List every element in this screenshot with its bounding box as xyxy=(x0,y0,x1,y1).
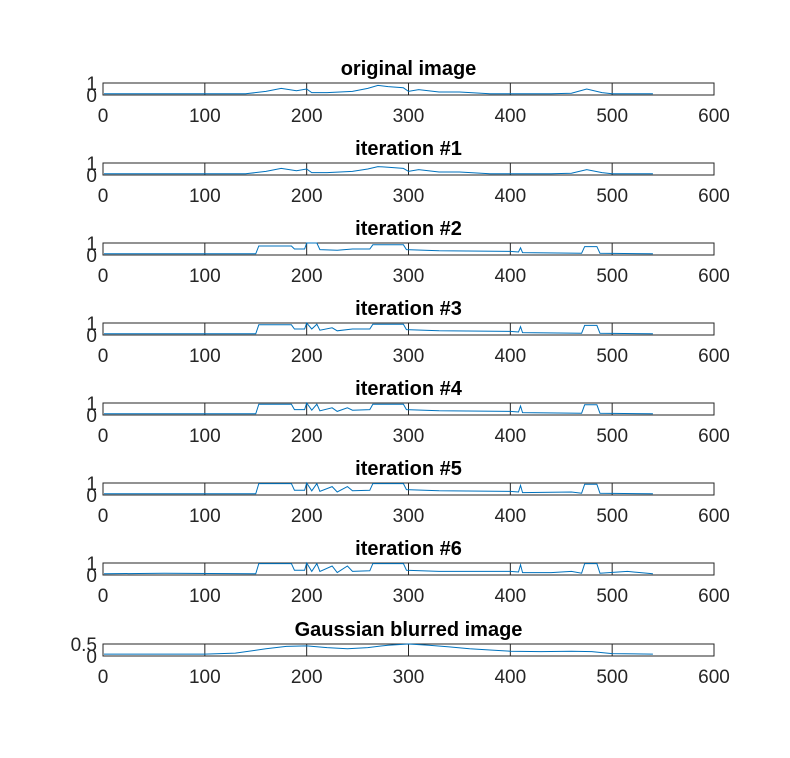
x-tick-label: 600 xyxy=(698,586,730,607)
x-tick-label: 200 xyxy=(291,186,323,207)
series-line xyxy=(104,322,653,335)
x-tick-label: 400 xyxy=(494,586,526,607)
series-line xyxy=(104,643,653,655)
x-tick-label: 600 xyxy=(698,506,730,527)
series-line xyxy=(104,166,653,175)
x-tick-label: 0 xyxy=(98,586,109,607)
x-tick-label: 600 xyxy=(698,426,730,447)
subplot-title: iteration #5 xyxy=(355,458,462,480)
x-tick-label: 200 xyxy=(291,346,323,367)
y-tick-label: 1 xyxy=(86,314,97,335)
x-tick-label: 300 xyxy=(393,506,425,527)
y-tick-label: 0 xyxy=(86,406,97,427)
x-tick-label: 200 xyxy=(291,426,323,447)
x-tick-label: 300 xyxy=(393,426,425,447)
y-tick-label: 0 xyxy=(86,326,97,347)
x-tick-label: 100 xyxy=(189,106,221,127)
x-tick-label: 500 xyxy=(596,346,628,367)
series-line xyxy=(104,561,653,575)
x-tick-label: 600 xyxy=(698,106,730,127)
x-tick-label: 300 xyxy=(393,106,425,127)
subplot-3: iteration #2 0 100 200 300 400 500 600 01 xyxy=(86,218,729,287)
y-tick-label: 1 xyxy=(86,554,97,575)
subplot-5: iteration #4 0 100 200 300 400 500 600 01 xyxy=(86,378,729,447)
y-tick-label: 1 xyxy=(86,474,97,495)
x-tick-label: 500 xyxy=(596,186,628,207)
x-tick-label: 500 xyxy=(596,426,628,447)
x-tick-label: 100 xyxy=(189,426,221,447)
y-tick-label: 0 xyxy=(86,246,97,267)
x-tick-label: 600 xyxy=(698,186,730,207)
subplot-2: iteration #1 0 100 200 300 400 500 600 01 xyxy=(86,138,729,207)
x-tick-label: 100 xyxy=(189,667,221,688)
x-tick-label: 200 xyxy=(291,106,323,127)
subplot-title: iteration #4 xyxy=(355,378,463,400)
x-tick-label: 400 xyxy=(494,266,526,287)
y-tick-label: 1 xyxy=(86,394,97,415)
subplot-title: iteration #2 xyxy=(355,218,462,240)
y-tick-label: 0 xyxy=(86,566,97,587)
subplot-title: iteration #6 xyxy=(355,538,462,560)
x-tick-label: 500 xyxy=(596,586,628,607)
subplot-6: iteration #5 0 100 200 300 400 500 600 01 xyxy=(86,458,729,527)
x-tick-label: 400 xyxy=(494,346,526,367)
x-tick-label: 0 xyxy=(98,667,109,688)
x-tick-label: 500 xyxy=(596,506,628,527)
x-tick-label: 300 xyxy=(393,346,425,367)
x-tick-label: 100 xyxy=(189,506,221,527)
series-line xyxy=(104,401,653,415)
subplot-title: iteration #3 xyxy=(355,298,462,320)
y-tick-label: 1 xyxy=(86,74,97,95)
x-tick-label: 200 xyxy=(291,667,323,688)
x-tick-label: 200 xyxy=(291,266,323,287)
x-tick-label: 400 xyxy=(494,426,526,447)
x-tick-label: 600 xyxy=(698,266,730,287)
subplot-title: iteration #1 xyxy=(355,138,462,160)
x-tick-label: 300 xyxy=(393,667,425,688)
y-tick-label: 0 xyxy=(86,86,97,107)
x-tick-label: 200 xyxy=(291,506,323,527)
x-tick-label: 100 xyxy=(189,266,221,287)
y-tick-label: 1 xyxy=(86,234,97,255)
x-tick-label: 100 xyxy=(189,586,221,607)
x-tick-label: 400 xyxy=(494,106,526,127)
y-tick-label: 0.5 xyxy=(71,635,97,656)
x-tick-label: 600 xyxy=(698,667,730,688)
x-tick-label: 500 xyxy=(596,266,628,287)
x-tick-label: 400 xyxy=(494,506,526,527)
x-tick-label: 200 xyxy=(291,586,323,607)
subplot-4: iteration #3 0 100 200 300 400 500 600 01 xyxy=(86,298,729,367)
x-tick-label: 300 xyxy=(393,586,425,607)
x-tick-label: 0 xyxy=(98,186,109,207)
x-tick-label: 0 xyxy=(98,106,109,127)
x-tick-label: 400 xyxy=(494,186,526,207)
subplot-7: iteration #6 0 100 200 300 400 500 600 01 xyxy=(86,538,729,607)
series-line xyxy=(104,84,653,95)
subplot-8: Gaussian blurred image 0 100 200 300 400 500 60… xyxy=(71,619,730,688)
subplot-title: original image xyxy=(341,58,477,80)
x-tick-label: 0 xyxy=(98,426,109,447)
y-tick-label: 0 xyxy=(86,486,97,507)
x-tick-label: 300 xyxy=(393,266,425,287)
series-line xyxy=(104,481,653,495)
x-tick-label: 0 xyxy=(98,346,109,367)
x-tick-label: 600 xyxy=(698,346,730,367)
x-tick-label: 400 xyxy=(494,667,526,688)
x-tick-label: 300 xyxy=(393,186,425,207)
x-tick-label: 100 xyxy=(189,346,221,367)
x-tick-label: 0 xyxy=(98,506,109,527)
x-tick-label: 500 xyxy=(596,106,628,127)
series-line xyxy=(104,242,653,255)
y-tick-label: 0 xyxy=(86,647,97,668)
y-tick-label: 0 xyxy=(86,166,97,187)
x-tick-label: 500 xyxy=(596,667,628,688)
x-tick-label: 0 xyxy=(98,266,109,287)
subplot-title: Gaussian blurred image xyxy=(295,619,523,641)
x-tick-label: 100 xyxy=(189,186,221,207)
y-tick-label: 1 xyxy=(86,154,97,175)
subplot-1: original image 0 100 200 300 400 500 600 01 xyxy=(86,58,729,127)
